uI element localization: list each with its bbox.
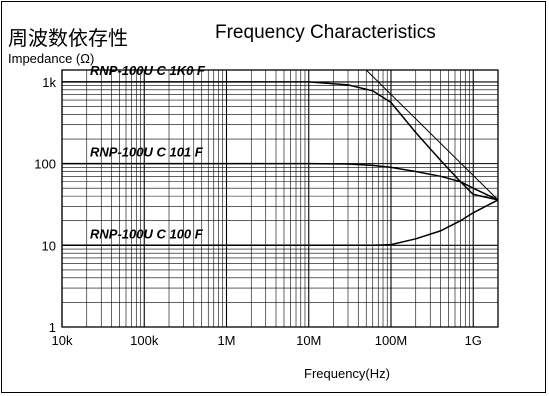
x-tick-label: 1G bbox=[465, 333, 482, 348]
y-axis-label: Impedance (Ω) bbox=[8, 51, 94, 66]
y-tick-label: 1 bbox=[49, 320, 56, 335]
series-line bbox=[62, 199, 499, 247]
series-label: RNP-100U C 100 F bbox=[90, 226, 204, 241]
chart-title-jp: 周波数依存性 bbox=[8, 26, 128, 50]
plot-area-border bbox=[61, 69, 499, 328]
chart-title-en: Frequency Characteristics bbox=[215, 22, 436, 43]
chart-grid bbox=[61, 70, 499, 328]
y-tick-label: 1k bbox=[42, 75, 56, 90]
x-tick-label: 100M bbox=[375, 333, 408, 348]
asymptote-line bbox=[365, 69, 499, 201]
x-tick-label: 100k bbox=[130, 333, 159, 348]
series-line bbox=[62, 81, 499, 201]
x-tick-label: 10k bbox=[52, 333, 73, 348]
chart-curves bbox=[62, 69, 499, 247]
x-tick-label: 1M bbox=[217, 333, 235, 348]
x-axis-label: Frequency(Hz) bbox=[304, 366, 390, 381]
y-tick-label: 10 bbox=[42, 238, 56, 253]
series-label: RNP-100U C 101 F bbox=[90, 145, 204, 160]
y-tick-label: 100 bbox=[34, 157, 56, 172]
x-tick-label: 10M bbox=[296, 333, 321, 348]
series-line bbox=[62, 162, 499, 201]
